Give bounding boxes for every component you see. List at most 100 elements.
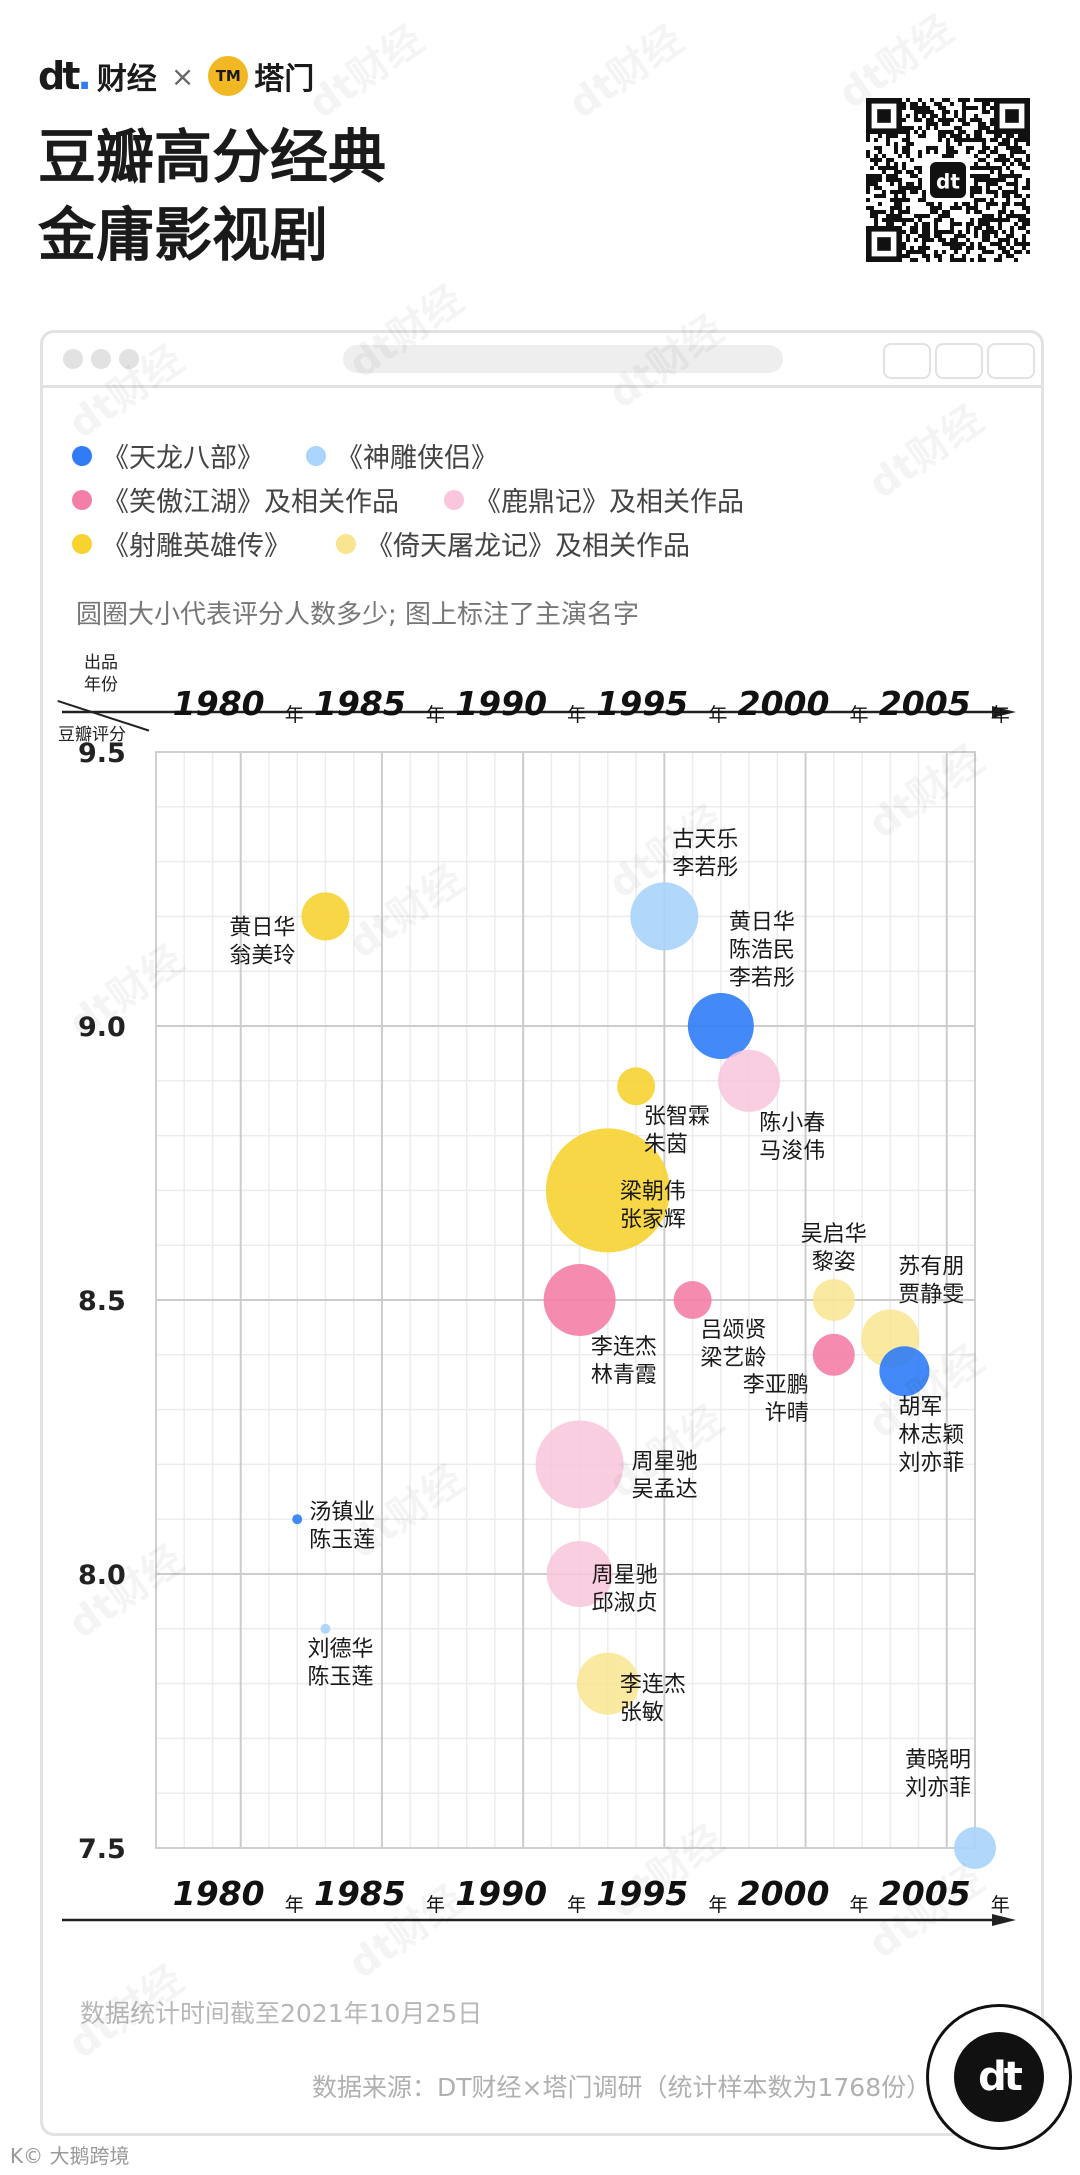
point-label: 刘德华陈玉莲 [307, 1637, 373, 1690]
y-tick-label: 7.5 [78, 1834, 126, 1865]
x-tick-unit: 年 [850, 1894, 869, 1916]
page-title: 豆瓣高分经典 金庸影视剧 [38, 118, 386, 274]
point-label: 陈小春马浚伟 [759, 1111, 825, 1164]
point-label-line: 朱茵 [644, 1132, 688, 1157]
data-point [879, 1346, 930, 1397]
point-label-line: 林青霞 [591, 1363, 657, 1388]
browser-toolbar [43, 333, 1041, 388]
point-label-line: 林志颖 [898, 1423, 964, 1448]
data-point [545, 1128, 670, 1253]
data-point [812, 1279, 855, 1321]
point-label-line: 陈浩民 [729, 938, 795, 963]
legend-swatch [444, 489, 464, 510]
y-tick-label: 8.0 [78, 1560, 126, 1591]
point-label-line: 翁美玲 [229, 943, 295, 968]
maximize-window-icon [119, 349, 139, 369]
point-label-line: 刘亦菲 [898, 1451, 964, 1476]
point-label-line: 李亚鹏 [743, 1373, 809, 1398]
point-label-line: 李若彤 [672, 855, 738, 880]
point-label: 胡军林志颖刘亦菲 [898, 1395, 964, 1476]
rating-axis-title: 豆瓣评分 [58, 725, 126, 745]
legend-item-luding: 《鹿鼎记》及相关作品 [444, 480, 744, 519]
point-label: 汤镇业陈玉莲 [309, 1500, 375, 1553]
point-label-line: 李连杰 [620, 1673, 686, 1698]
legend-item-shediao: 《射雕英雄传》 [72, 524, 291, 563]
x-tick-unit: 年 [991, 704, 1010, 726]
tamen-brand-name: 塔门 [254, 62, 315, 97]
point-label-line: 苏有朋 [898, 1254, 964, 1279]
data-point [673, 1281, 712, 1319]
legend-swatch [72, 489, 92, 510]
point-label-line: 刘德华 [307, 1637, 373, 1662]
point-label-line: 黄日华 [729, 910, 795, 935]
x-tick-label: 1980 [173, 1874, 265, 1913]
point-label-line: 刘亦菲 [905, 1776, 971, 1801]
point-label-line: 李若彤 [729, 966, 795, 991]
point-label-line: 许晴 [765, 1401, 809, 1426]
qr-code-icon[interactable]: dt [866, 98, 1030, 262]
x-tick-unit: 年 [285, 1894, 304, 1916]
x-tick-label: 1990 [455, 1874, 547, 1913]
point-label-line: 吴孟达 [632, 1477, 698, 1502]
year-axis-title: 出品 年份 [84, 653, 118, 695]
x-tick-label: 1980 [173, 684, 265, 723]
data-point [546, 1541, 613, 1607]
title-line-2: 金庸影视剧 [38, 201, 329, 269]
data-point [292, 1514, 303, 1525]
point-label: 黄日华翁美玲 [229, 915, 295, 968]
point-label-line: 黄日华 [229, 915, 295, 940]
data-point [630, 882, 699, 951]
x-tick-unit: 年 [426, 1894, 445, 1916]
point-label-line: 张敏 [620, 1701, 664, 1726]
arrow-head-icon [992, 1914, 1016, 1926]
y-tick-label: 8.5 [78, 1286, 126, 1317]
x-tick-unit: 年 [708, 704, 727, 726]
times-sign: × [170, 59, 195, 93]
data-point [954, 1827, 996, 1869]
data-point [535, 1420, 624, 1509]
x-tick-unit: 年 [285, 704, 304, 726]
legend-swatch [306, 445, 326, 466]
point-label: 吕颂贤梁艺龄 [700, 1318, 766, 1371]
legend-swatch [336, 533, 356, 554]
data-point [320, 1623, 331, 1634]
window-button-icon [987, 343, 1035, 379]
data-point [576, 1652, 639, 1715]
data-cutoff-note: 数据统计时间截至2021年10月25日 [80, 1999, 483, 2028]
chart-note: 圆圈大小代表评分人数多少; 图上标注了主演名字 [76, 600, 640, 630]
title-line-1: 豆瓣高分经典 [38, 123, 387, 191]
brand-header: dt. 财经 × TM 塔门 [38, 52, 314, 100]
data-source: 数据来源：DT财经×塔门调研（统计样本数为1768份） [312, 2073, 932, 2102]
data-point [617, 1067, 656, 1106]
point-label-line: 梁朝伟 [620, 1179, 686, 1204]
legend-swatch [72, 533, 92, 554]
point-label-line: 胡军 [898, 1395, 942, 1420]
data-point [718, 1049, 781, 1112]
browser-frame [40, 330, 1044, 2136]
data-point [812, 1333, 855, 1376]
point-label-line: 李连杰 [591, 1335, 657, 1360]
point-label: 黄日华陈浩民李若彤 [729, 910, 795, 991]
x-tick-label: 2005 [879, 684, 971, 723]
y-tick-label: 9.5 [78, 738, 126, 769]
record-button-icon [883, 343, 931, 379]
data-point [543, 1264, 616, 1336]
point-label-line: 吕颂贤 [700, 1318, 766, 1343]
x-tick-unit: 年 [426, 704, 445, 726]
point-label: 古天乐李若彤 [672, 827, 738, 880]
point-label-line: 马浚伟 [759, 1139, 825, 1164]
minimize-window-icon [91, 349, 111, 369]
legend-item-xiaoao: 《笑傲江湖》及相关作品 [72, 480, 399, 519]
x-tick-label: 2005 [879, 1874, 971, 1913]
point-label-line: 梁艺龄 [700, 1346, 766, 1371]
point-label-line: 陈玉莲 [307, 1665, 373, 1690]
x-tick-label: 2000 [738, 1874, 830, 1913]
point-label-line: 汤镇业 [309, 1500, 375, 1525]
point-label: 苏有朋贾静雯 [898, 1254, 964, 1307]
point-label-line: 周星驰 [592, 1563, 658, 1588]
x-tick-label: 1995 [596, 1874, 688, 1913]
x-tick-unit: 年 [567, 1894, 586, 1916]
legend-item-yitian: 《倚天屠龙记》及相关作品 [336, 524, 690, 563]
point-label-line: 黄晓明 [905, 1748, 971, 1773]
share-button-icon [935, 343, 983, 379]
